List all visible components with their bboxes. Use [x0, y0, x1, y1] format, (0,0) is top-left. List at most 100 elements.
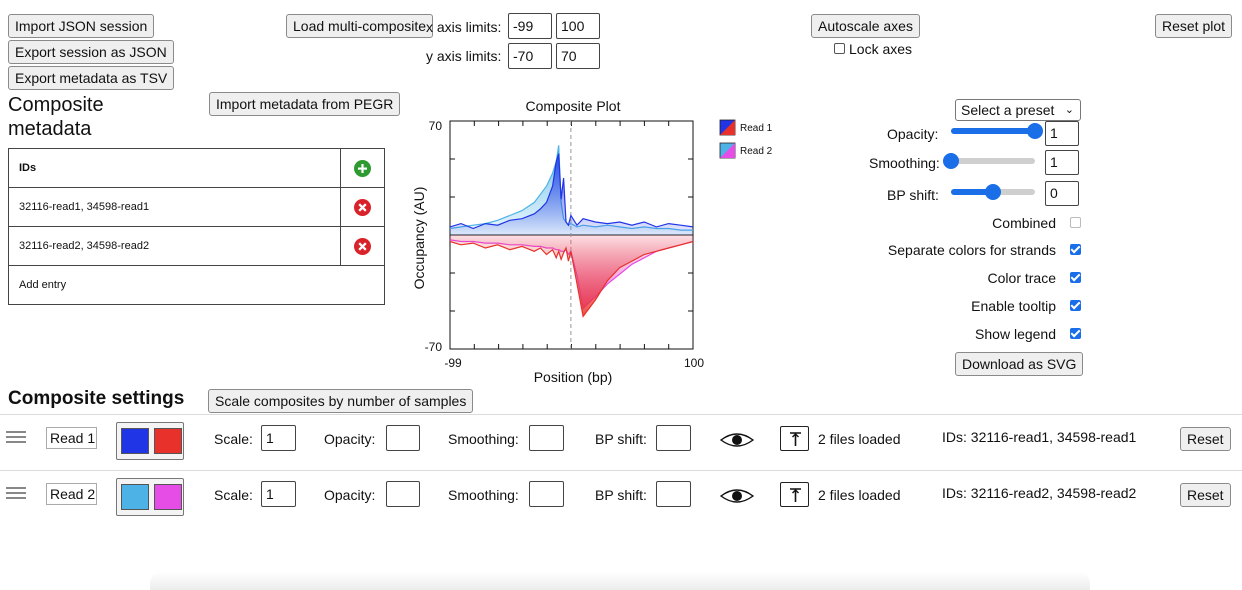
show-legend-label: Show legend — [975, 326, 1056, 342]
y-min-tick: -70 — [425, 340, 443, 354]
opacity-slider-thumb[interactable] — [1027, 123, 1043, 139]
x-axis-label: Position (bp) — [534, 369, 613, 385]
separate-colors-checkbox[interactable] — [1070, 244, 1081, 255]
files-loaded-status: 2 files loaded — [818, 487, 901, 503]
smoothing-label: Smoothing: — [448, 487, 519, 503]
table-header-row: IDs — [7, 148, 385, 188]
smoothing-input[interactable] — [529, 425, 564, 451]
import-json-button[interactable]: Import JSON session — [8, 14, 155, 38]
opacity-label: Opacity: — [324, 431, 376, 447]
eye-icon[interactable] — [719, 486, 755, 506]
add-icon[interactable] — [354, 159, 372, 177]
ids-cell: 32116-read2, 34598-read2 — [7, 226, 342, 266]
smoothing-slider-thumb[interactable] — [943, 153, 959, 169]
reverse-color-swatch[interactable] — [154, 484, 182, 510]
files-loaded-status: 2 files loaded — [818, 431, 901, 447]
opacity-input[interactable] — [386, 425, 420, 451]
bp-shift-slider-thumb[interactable] — [985, 184, 1001, 200]
bp-shift-input[interactable]: 0 — [1045, 181, 1079, 206]
table-row: 32116-read1, 34598-read1 — [7, 187, 385, 227]
remove-icon[interactable] — [354, 198, 372, 216]
bp-shift-input[interactable] — [656, 425, 691, 451]
smoothing-slider[interactable] — [943, 153, 1035, 169]
eye-icon[interactable] — [719, 430, 755, 450]
plot-title: Composite Plot — [526, 98, 621, 114]
combined-checkbox[interactable] — [1070, 217, 1081, 228]
table-row: 32116-read2, 34598-read2 — [7, 226, 385, 266]
load-multi-composite-button[interactable]: Load multi-composite — [286, 14, 434, 38]
y-max-input[interactable]: 70 — [556, 43, 600, 69]
composite-plot: Composite Plot Occupancy (AU) Position (… — [411, 98, 773, 385]
lock-axes-checkbox[interactable] — [834, 43, 845, 54]
y-axis-label: Occupancy (AU) — [411, 187, 427, 290]
preset-select[interactable]: Select a preset ⌄ — [955, 99, 1081, 121]
scale-label: Scale: — [214, 487, 253, 503]
bp-shift-input[interactable] — [656, 481, 691, 507]
opacity-label: Opacity: — [324, 487, 376, 503]
bp-shift-slider[interactable] — [951, 184, 1035, 200]
opacity-input[interactable] — [386, 481, 420, 507]
export-tsv-button[interactable]: Export metadata as TSV — [8, 66, 175, 90]
download-svg-button[interactable]: Download as SVG — [955, 352, 1084, 376]
add-entry-cell[interactable]: Add entry — [8, 265, 385, 305]
x-max-input[interactable]: 100 — [556, 13, 600, 39]
upload-icon[interactable] — [780, 482, 809, 507]
bp-shift-label: BP shift: — [887, 187, 939, 203]
composite-name-input[interactable]: Read 1 — [46, 427, 97, 449]
legend: Read 1 Read 2 — [719, 119, 773, 159]
scale-input[interactable]: 1 — [261, 425, 296, 451]
color-trace-checkbox[interactable] — [1070, 272, 1081, 283]
reset-button[interactable]: Reset — [1180, 427, 1231, 451]
composite-settings-title: Composite settings — [8, 388, 185, 409]
bp-shift-label: BP shift: — [595, 487, 647, 503]
show-legend-checkbox[interactable] — [1070, 328, 1081, 339]
plot-area — [449, 120, 694, 350]
scale-composites-button[interactable]: Scale composites by number of samples — [208, 389, 474, 413]
forward-color-swatch[interactable] — [121, 428, 149, 454]
smoothing-input[interactable]: 1 — [1045, 150, 1079, 175]
ids-cell: 32116-read1, 34598-read1 — [7, 187, 342, 227]
upload-icon[interactable] — [780, 426, 809, 451]
reset-plot-button[interactable]: Reset plot — [1155, 14, 1233, 38]
drag-handle-icon[interactable] — [6, 431, 28, 445]
remove-icon[interactable] — [354, 237, 372, 255]
x-min-input[interactable]: -99 — [508, 13, 552, 39]
lock-axes-label: Lock axes — [849, 41, 913, 57]
smoothing-input[interactable] — [529, 481, 564, 507]
remove-row-cell — [340, 187, 385, 227]
drag-handle-icon[interactable] — [6, 487, 28, 501]
composite-name-input[interactable]: Read 2 — [46, 483, 97, 505]
y-min-input[interactable]: -70 — [508, 43, 552, 69]
scale-input[interactable]: 1 — [261, 481, 296, 507]
line-read1-forward — [449, 153, 694, 230]
export-json-button[interactable]: Export session as JSON — [8, 40, 174, 64]
forward-color-swatch[interactable] — [121, 484, 149, 510]
composite-metadata-title: Composite metadata — [8, 94, 104, 140]
autoscale-axes-button[interactable]: Autoscale axes — [811, 14, 920, 38]
reset-button[interactable]: Reset — [1180, 483, 1231, 507]
enable-tooltip-checkbox[interactable] — [1070, 300, 1081, 311]
reverse-color-swatch[interactable] — [154, 428, 182, 454]
legend-swatch-read2-strand — [720, 143, 735, 158]
area-read1-forward — [450, 153, 693, 235]
smoothing-label: Smoothing: — [869, 155, 940, 171]
opacity-slider-fill — [951, 128, 1035, 134]
import-pegr-button[interactable]: Import metadata from PEGR — [209, 92, 401, 116]
metadata-table: IDs 32116-read1, 34598-read1 32116-read2… — [7, 148, 385, 305]
area-read1-reverse — [450, 235, 693, 317]
opacity-input[interactable]: 1 — [1045, 121, 1079, 146]
chevron-down-icon: ⌄ — [1064, 104, 1074, 116]
remove-row-cell — [340, 226, 385, 266]
table-row: Add entry — [8, 265, 385, 305]
divider — [0, 470, 1242, 471]
divider — [0, 414, 1242, 415]
opacity-label: Opacity: — [887, 126, 939, 142]
composite-row-read2: Read 2 Scale: 1 Opacity: Smoothing: BP s… — [0, 471, 1242, 519]
bp-shift-slider-fill — [951, 189, 993, 195]
y-max-tick: 70 — [429, 119, 443, 133]
x-axis-limits-label: x axis limits: — [426, 19, 502, 35]
smoothing-label: Smoothing: — [448, 431, 519, 447]
opacity-slider[interactable] — [951, 123, 1043, 139]
legend-label-read2: Read 2 — [740, 146, 773, 157]
combined-label: Combined — [992, 215, 1056, 231]
